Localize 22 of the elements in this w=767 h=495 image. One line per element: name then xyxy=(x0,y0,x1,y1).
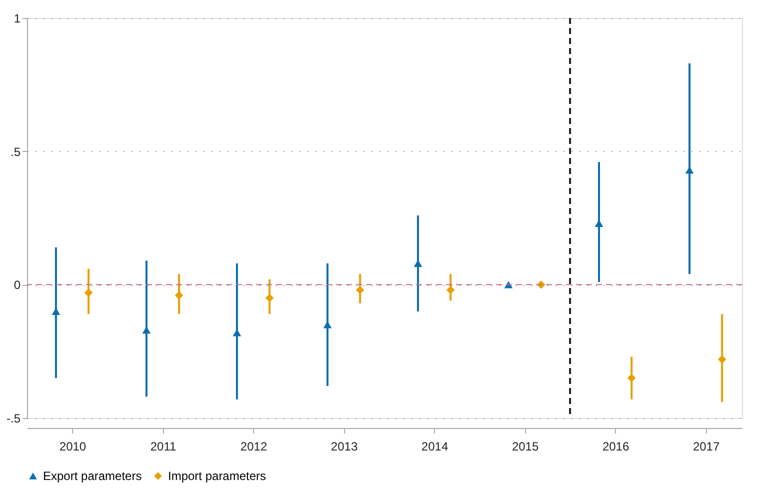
point xyxy=(446,286,455,294)
x-tick-label: 2010 xyxy=(59,440,86,454)
x-tick-label: 2013 xyxy=(330,440,358,454)
x-tick-label: 2015 xyxy=(512,440,539,454)
point xyxy=(718,355,726,364)
point xyxy=(356,286,364,294)
x-tick-label: 2016 xyxy=(602,440,630,454)
legend-label: Export parameters xyxy=(43,469,142,483)
y-tick-label: 0 xyxy=(14,278,21,292)
x-tick-label: 2017 xyxy=(692,440,720,454)
x-tick-label: 2011 xyxy=(150,440,176,454)
x-tick-label: 2012 xyxy=(240,440,268,454)
point xyxy=(265,294,274,302)
point xyxy=(627,374,636,382)
x-tick-label: 2014 xyxy=(421,440,448,454)
y-tick-label: .5 xyxy=(10,144,21,159)
legend-label: Import parameters xyxy=(168,469,266,483)
y-tick-label: 1 xyxy=(14,12,21,26)
point xyxy=(84,288,93,297)
point xyxy=(232,329,242,336)
y-tick-label: -.5 xyxy=(6,412,21,426)
point xyxy=(174,291,184,300)
